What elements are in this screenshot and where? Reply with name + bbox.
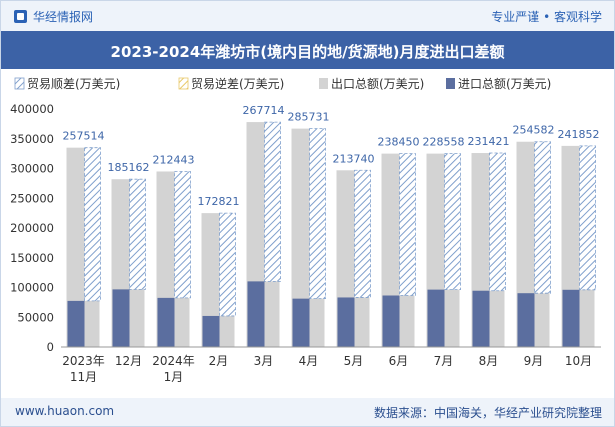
y-tick-label: 250000 (10, 191, 54, 205)
import-bar (472, 290, 490, 347)
footer-bar: www.huaon.com 数据来源：中国海关，华经产业研究院整理 (1, 398, 614, 426)
surplus-bar (84, 147, 101, 302)
y-tick-label: 0 (47, 340, 54, 354)
x-tick-label: 8月 (479, 354, 499, 368)
surplus-bar (354, 169, 371, 298)
surplus-bar (309, 128, 326, 300)
y-tick-label: 50000 (17, 310, 54, 324)
surplus-data-label: 254582 (513, 124, 555, 137)
legend: 贸易顺差(万美元) 贸易逆差(万美元) 出口总额(万美元) 进口总额(万美元) (14, 76, 551, 91)
header-bar: 华经情报网 专业严谨 • 客观科学 (1, 1, 614, 31)
surplus-bar (534, 141, 551, 294)
import-bar (337, 297, 355, 347)
y-tick-label: 150000 (10, 251, 54, 265)
y-axis: 0 50000 100000 150000 200000 250000 300000 3500… (10, 102, 54, 354)
surplus-data-label: 185162 (108, 161, 150, 174)
y-tick-label: 300000 (10, 162, 54, 176)
logo-icon (14, 10, 27, 23)
surplus-bar (444, 153, 461, 291)
legend-label: 出口总额(万美元) (331, 77, 424, 91)
surplus-data-label: 231421 (468, 135, 510, 148)
import-bar (247, 281, 265, 347)
import-bar (202, 315, 220, 347)
x-tick-label: 11月 (70, 370, 97, 384)
x-tick-label: 9月 (524, 354, 544, 368)
surplus-data-label: 267714 (243, 104, 285, 117)
x-tick-label: 2023年 (62, 354, 105, 368)
surplus-bar (579, 145, 596, 291)
import-bar (382, 295, 400, 347)
import-bar (292, 298, 310, 347)
chart-svg: 贸易顺差(万美元) 贸易逆差(万美元) 出口总额(万美元) 进口总额(万美元) 0 50… (10, 76, 601, 384)
surplus-data-label: 213740 (333, 152, 375, 165)
import-bar (517, 293, 535, 347)
x-tick-label: 10月 (565, 354, 592, 368)
surplus-data-label: 228558 (423, 136, 465, 149)
surplus-data-label: 172821 (198, 195, 240, 208)
surplus-data-label: 212443 (153, 153, 195, 166)
surplus-data-label: 238450 (378, 136, 420, 149)
title-bar: 2023-2024年潍坊市(境内目的地/货源地)月度进出口差额 (1, 31, 614, 69)
legend-swatch (14, 77, 25, 90)
surplus-bar (174, 171, 191, 299)
y-tick-label: 100000 (10, 281, 54, 295)
surplus-bar (219, 212, 236, 317)
import-bar (562, 289, 580, 347)
y-tick-label: 200000 (10, 221, 54, 235)
legend-swatch (446, 78, 455, 89)
x-tick-label: 2024年 (152, 354, 195, 368)
x-tick-label: 1月 (164, 370, 184, 384)
legend-label: 贸易顺差(万美元) (27, 77, 120, 91)
import-bar (427, 289, 445, 347)
import-bar (67, 300, 85, 347)
import-bar (157, 297, 175, 347)
chart-title: 2023-2024年潍坊市(境内目的地/货源地)月度进出口差额 (110, 43, 505, 61)
y-tick-label: 400000 (10, 102, 54, 116)
surplus-bar (129, 178, 146, 290)
surplus-bar (399, 153, 416, 296)
x-tick-label: 3月 (254, 354, 274, 368)
surplus-data-label: 285731 (288, 111, 330, 124)
x-tick-label: 2月 (209, 354, 229, 368)
x-axis: 2023年 11月 12月 2024年 1月 2月 3月 4月 5月 6月 7月 8月 9月 10月 (61, 346, 601, 384)
tagline: 专业严谨 • 客观科学 (491, 10, 602, 24)
brand-name: 华经情报网 (33, 10, 94, 24)
surplus-data-label: 257514 (63, 130, 105, 143)
x-tick-label: 12月 (115, 354, 142, 368)
x-tick-label: 5月 (344, 354, 364, 368)
legend-label: 进口总额(万美元) (458, 77, 551, 91)
legend-swatch (319, 78, 328, 89)
x-tick-label: 7月 (434, 354, 454, 368)
import-bar (112, 289, 130, 347)
data-source: 数据来源：中国海关，华经产业研究院整理 (373, 406, 602, 420)
legend-swatch (178, 77, 189, 90)
surplus-data-label: 241852 (558, 128, 600, 141)
legend-label: 贸易逆差(万美元) (191, 76, 284, 91)
surplus-bar (489, 152, 506, 292)
surplus-bar (264, 121, 281, 282)
footer-url: www.huaon.com (15, 404, 115, 418)
y-tick-label: 350000 (10, 132, 54, 146)
x-tick-label: 6月 (389, 354, 409, 368)
x-tick-label: 4月 (299, 354, 319, 368)
